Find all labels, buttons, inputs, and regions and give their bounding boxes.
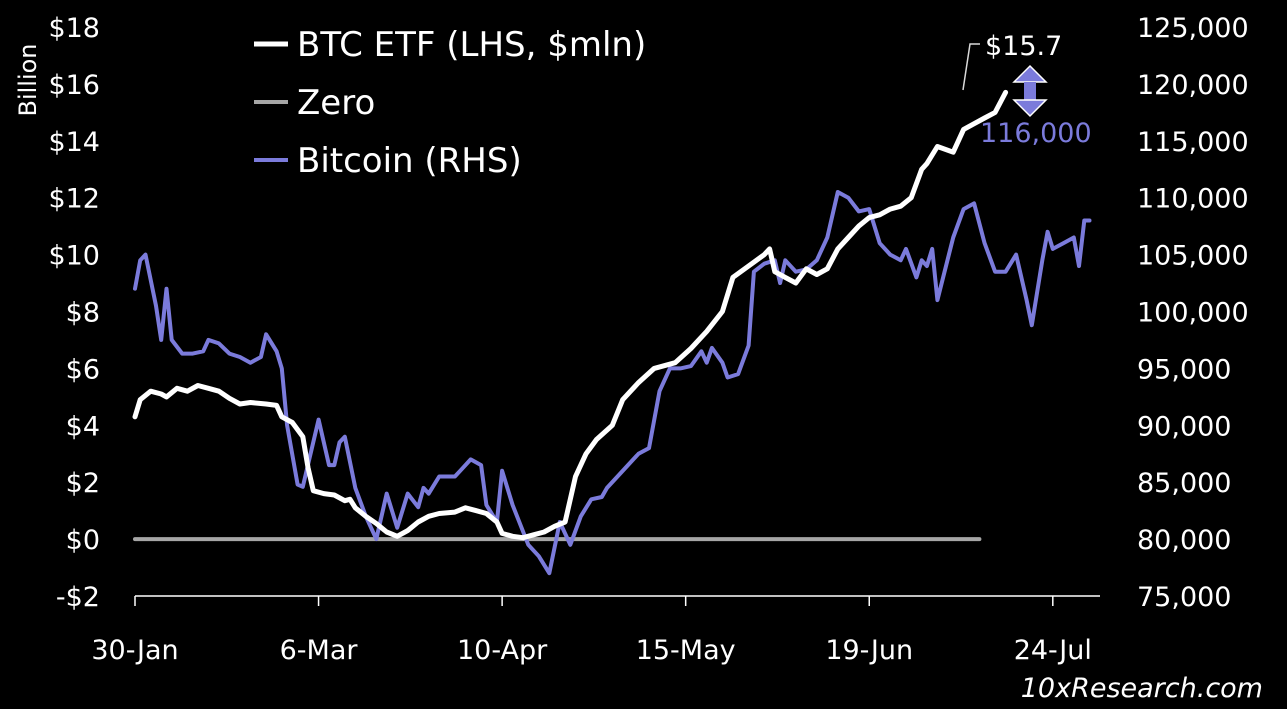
source-credit: 10xResearch.com bbox=[1021, 673, 1263, 704]
left-axis-label: Billion bbox=[14, 43, 42, 116]
right-tick-label: 75,000 bbox=[1137, 582, 1231, 613]
left-tick-label: -$2 bbox=[56, 582, 100, 613]
x-tick-label: 6-Mar bbox=[280, 635, 359, 666]
etf-callout-leader bbox=[962, 43, 980, 91]
right-tick-label: 125,000 bbox=[1137, 13, 1249, 44]
left-tick-label: $4 bbox=[66, 411, 100, 442]
left-tick-label: $10 bbox=[48, 241, 100, 272]
left-tick-label: $6 bbox=[66, 354, 100, 385]
x-tick-label: 24-Jul bbox=[1014, 635, 1092, 666]
left-tick-label: $16 bbox=[48, 70, 100, 101]
legend-label-zero: Zero bbox=[297, 83, 375, 123]
x-tick-label: 15-May bbox=[636, 635, 736, 666]
right-tick-label: 95,000 bbox=[1137, 354, 1231, 385]
right-tick-label: 100,000 bbox=[1137, 298, 1249, 329]
right-tick-label: 80,000 bbox=[1137, 525, 1231, 556]
end-annotations: $15.7 116,000 bbox=[962, 31, 1092, 149]
right-tick-label: 110,000 bbox=[1137, 184, 1249, 215]
legend-label-btc-etf: BTC ETF (LHS, $mln) bbox=[297, 25, 646, 65]
x-axis: 30-Jan 6-Mar 10-Apr 15-May 19-Jun 24-Jul bbox=[91, 595, 1100, 666]
left-tick-label: $8 bbox=[66, 298, 100, 329]
btc-last-value-label: 116,000 bbox=[980, 118, 1092, 149]
btc-etf-flows-line bbox=[132, 89, 1009, 541]
left-axis-tick-labels: $18 $16 $14 $12 $10 $8 $6 $4 $2 $0 -$2 bbox=[48, 13, 100, 613]
right-tick-label: 105,000 bbox=[1137, 241, 1249, 272]
legend-label-bitcoin: Bitcoin (RHS) bbox=[297, 141, 522, 181]
x-tick-label: 30-Jan bbox=[91, 635, 178, 666]
left-tick-label: $18 bbox=[48, 13, 100, 44]
double-arrow-icon bbox=[1012, 64, 1048, 118]
left-tick-label: $0 bbox=[66, 525, 100, 556]
left-tick-label: $14 bbox=[48, 127, 100, 158]
left-tick-label: $2 bbox=[66, 468, 100, 499]
bitcoin-price-line bbox=[133, 190, 1092, 576]
etf-last-value-label: $15.7 bbox=[985, 31, 1062, 62]
series-layer bbox=[132, 89, 1092, 576]
right-tick-label: 90,000 bbox=[1137, 411, 1231, 442]
right-tick-label: 120,000 bbox=[1137, 70, 1249, 101]
right-tick-label: 115,000 bbox=[1137, 127, 1249, 158]
x-tick-label: 10-Apr bbox=[457, 635, 548, 666]
legend: BTC ETF (LHS, $mln) Zero Bitcoin (RHS) bbox=[254, 25, 646, 181]
x-tick-label: 19-Jun bbox=[825, 635, 913, 666]
left-tick-label: $12 bbox=[48, 184, 100, 215]
right-axis-tick-labels: 125,000 120,000 115,000 110,000 105,000 100,0… bbox=[1137, 13, 1249, 613]
right-tick-label: 85,000 bbox=[1137, 468, 1231, 499]
